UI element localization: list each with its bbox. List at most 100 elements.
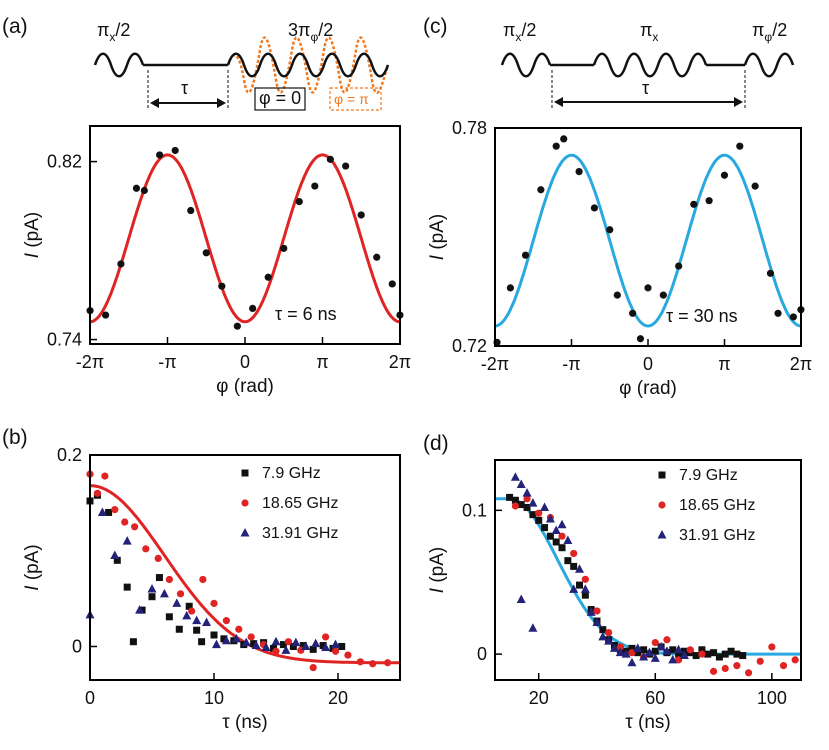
data-point-c-6 <box>575 168 583 176</box>
data-point-a-9 <box>218 282 226 290</box>
data-point-d-s2-8 <box>563 535 573 545</box>
x-tick-label-a-1: -π <box>158 352 176 372</box>
data-point-b-s1-11 <box>199 575 207 584</box>
panel-b: 0 10 20 0 0.2 τ (ns) I (pA) 7.9 GHz 18.65 GHz 31.… <box>22 445 401 733</box>
data-point-d-s1-10 <box>628 649 636 657</box>
data-point-a-10 <box>233 322 241 330</box>
data-point-a-4 <box>140 186 148 195</box>
y-tick-label-b-1: 0.2 <box>57 445 82 465</box>
data-point-d-s0-6 <box>541 524 549 532</box>
data-point-b-s2-10 <box>202 617 212 627</box>
data-point-b-s1-23 <box>344 651 352 659</box>
y-axis-label-b: I (pA) <box>22 544 43 590</box>
data-point-b-s2-23 <box>331 639 341 649</box>
x-tick-label-b-0: 0 <box>85 688 95 708</box>
pulse-c-half-pi-phi <box>743 52 795 78</box>
pulse-c-label-1: πx/2 <box>503 20 536 44</box>
legend-label-b-1: 18.65 GHz <box>262 495 338 512</box>
data-point-b-s0-22 <box>289 642 297 650</box>
pulse-sequence-c: πx/2 πx πφ/2 τ <box>500 20 795 108</box>
data-point-c-2 <box>521 251 530 259</box>
plot-frame-b <box>89 454 401 681</box>
x-axis-label-b: τ (ns) <box>222 712 268 733</box>
phase0-box <box>254 87 306 111</box>
data-point-d-s0-9 <box>558 544 566 552</box>
data-point-a-20 <box>388 280 396 288</box>
data-point-d-s0-21 <box>628 644 636 652</box>
y-axis-label-a: I (pA) <box>22 212 43 258</box>
fit-curve-a <box>90 153 400 324</box>
x-axis-label-d: τ (ns) <box>625 712 671 733</box>
y-tick-label-c-0: 0.72 <box>452 336 487 356</box>
data-point-b-s2-22 <box>321 642 331 651</box>
data-point-b-s0-24 <box>309 645 317 653</box>
data-point-b-s1-17 <box>272 647 280 655</box>
data-point-c-4 <box>552 142 560 150</box>
pulse-a-label-left: πx/2 <box>97 20 130 44</box>
data-point-d-s2-27 <box>662 646 672 655</box>
x-tick-label-c-3: π <box>718 354 730 374</box>
x-tick-label-a-3: π <box>316 352 328 372</box>
x-tick-label-d-0: 20 <box>529 688 549 708</box>
data-point-d-s0-33 <box>698 646 706 654</box>
data-point-d-s0-38 <box>727 647 735 655</box>
data-point-d-s0-36 <box>715 653 723 661</box>
data-point-d-s2-23 <box>639 651 649 661</box>
data-point-b-s0-11 <box>185 602 193 610</box>
data-point-c-11 <box>636 335 645 343</box>
data-point-d-s0-3 <box>523 503 531 511</box>
data-point-d-s1-17 <box>709 667 718 675</box>
data-point-b-s2-11 <box>211 639 221 649</box>
legend-label-b-0: 7.9 GHz <box>262 465 321 482</box>
data-point-d-s0-25 <box>651 647 659 655</box>
data-point-d-s0-37 <box>721 650 729 658</box>
legend-label-d-2: 31.91 GHz <box>679 527 755 544</box>
data-point-d-s2-18 <box>609 643 619 652</box>
data-point-b-s0-14 <box>210 631 218 639</box>
data-point-a-2 <box>117 260 125 268</box>
data-point-d-s2-26 <box>656 641 666 651</box>
legend-label-d-0: 7.9 GHz <box>679 467 738 484</box>
y-tick-label-a-1: 0.82 <box>47 152 82 172</box>
data-point-b-s1-26 <box>384 659 392 667</box>
data-point-d-s0-1 <box>511 496 519 504</box>
data-point-a-5 <box>156 151 164 159</box>
data-point-d-s0-29 <box>675 650 683 658</box>
data-point-b-s0-21 <box>279 641 287 649</box>
data-point-b-s1-9 <box>176 590 185 598</box>
data-point-a-19 <box>373 253 381 261</box>
data-point-d-s0-32 <box>692 652 700 660</box>
data-point-b-s0-23 <box>299 642 307 650</box>
data-point-d-s2-13 <box>580 584 590 593</box>
legend-marker-b-1 <box>241 499 249 507</box>
pulse-c-half-pi-x <box>500 52 552 78</box>
legend-marker-b-2 <box>240 528 250 537</box>
panel-label-d: (d) <box>423 432 449 455</box>
plot-frame-d <box>494 459 802 681</box>
pulse-a-3pi-black <box>226 52 390 78</box>
data-point-d-s2-20 <box>621 649 631 658</box>
data-point-d-s0-22 <box>634 649 642 657</box>
data-point-b-s1-13 <box>222 617 230 625</box>
data-point-b-s0-7 <box>148 593 156 601</box>
data-point-b-s0-8 <box>155 574 163 582</box>
data-point-a-17 <box>342 162 350 170</box>
data-point-b-s2-7 <box>172 598 182 607</box>
data-point-b-s2-3 <box>122 536 132 545</box>
data-point-b-s2-14 <box>241 637 251 647</box>
data-point-b-s0-2 <box>105 508 113 516</box>
data-point-d-s0-2 <box>517 501 525 509</box>
data-point-b-s0-20 <box>270 644 278 652</box>
data-point-d-s2-14 <box>586 607 596 616</box>
x-tick-label-c-4: 2π <box>790 354 812 374</box>
data-point-b-s1-24 <box>356 658 364 666</box>
data-point-d-s2-12 <box>575 564 585 573</box>
data-point-b-s0-12 <box>193 626 201 634</box>
data-point-a-12 <box>264 273 272 281</box>
data-point-d-s1-21 <box>756 657 764 665</box>
data-point-d-s1-8 <box>605 628 613 637</box>
legend-marker-d-1 <box>658 501 666 509</box>
data-point-d-s1-15 <box>686 646 694 654</box>
data-point-a-7 <box>187 206 195 215</box>
data-point-d-s2-3 <box>528 498 538 507</box>
